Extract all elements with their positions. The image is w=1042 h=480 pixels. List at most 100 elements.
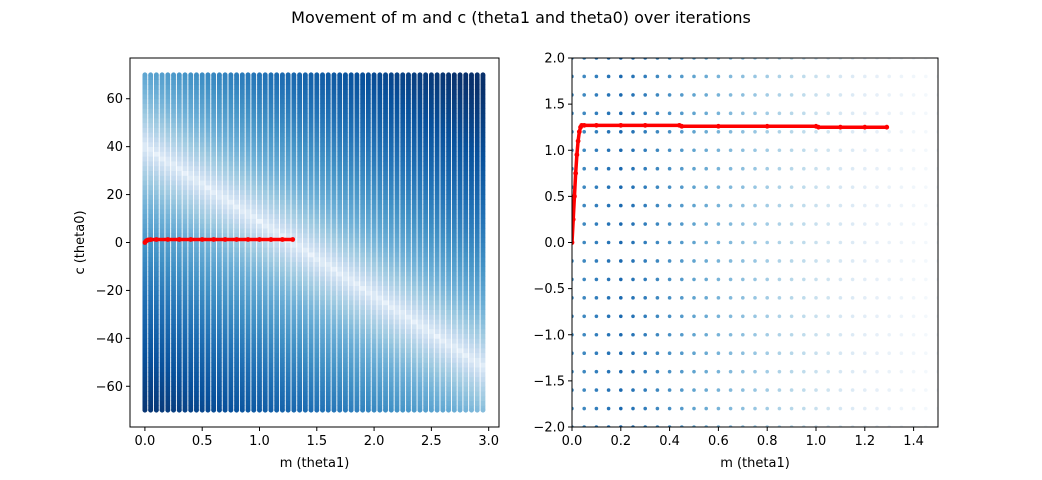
cost-cell [285,338,291,344]
cost-cap [337,72,343,78]
cost-cell [142,132,148,138]
cost-cell [474,357,480,363]
cost-cell [371,295,377,301]
cost-cell [165,362,171,368]
cost-cell [211,252,217,258]
cost-cell [348,381,354,387]
cost-cap [480,72,486,78]
cost-cell [365,285,371,291]
cost-cell [428,117,434,124]
cost-cap [343,72,348,78]
cost-cell [194,386,199,392]
cost-cell [388,180,394,186]
cost-cell [400,103,406,109]
cost-cell [331,285,337,291]
cost-cell [222,122,228,128]
cost-cell [234,357,239,363]
cost-cell [165,352,171,358]
cost-cell [176,89,182,95]
cost-cell [371,276,377,282]
cost-cell [480,242,486,248]
cost-cell [377,252,383,258]
cost-cell [423,141,429,148]
cost-cell [383,184,388,191]
cost-cell [474,156,480,162]
cost-cell [274,74,280,80]
cost-cell [457,89,463,95]
cost-cell [205,285,211,291]
cost-cell [211,323,217,330]
cost-cell [245,371,251,378]
cost-cell [176,261,182,267]
cost-cell [205,314,211,320]
cost-cell [257,103,262,109]
cost-cell [239,381,245,387]
cost-cell [423,304,429,310]
cost-cell [148,381,154,387]
cost-cell [331,146,337,152]
cost-cell [268,276,274,282]
cost-cell [148,141,154,148]
cost-cell [159,314,165,320]
cost-dot [887,203,891,208]
cost-cell [394,386,400,392]
cost-cell [228,141,234,148]
cost-cell [417,276,423,282]
cost-dot [741,203,745,208]
cost-cell [394,89,400,95]
cost-cell [222,208,228,215]
cost-cell [280,175,285,181]
cost-cell [337,381,343,387]
cost-cell [194,371,199,378]
cost-cell [371,371,377,378]
cost-cell [194,151,199,157]
cost-cell [320,79,325,85]
cost-dot [619,203,623,208]
cost-cell [211,122,217,128]
cost-cell [417,122,423,128]
cost-cell [159,266,165,272]
cost-cell [314,74,320,80]
cost-cell [417,108,423,114]
cost-cell [159,79,165,85]
cost-cell [188,113,194,119]
cost-cell [417,156,423,162]
cost-dot [814,222,818,226]
cost-cell [354,165,360,172]
cost-cell [451,223,457,229]
cost-cell [291,290,297,296]
cost-cell [280,194,285,200]
cost-cell [182,170,188,176]
cost-cell [257,141,262,148]
cost-dot [838,93,843,97]
cost-cell [440,151,446,157]
cost-cell [199,290,205,296]
cost-cell [239,376,245,382]
cost-dot [716,111,721,116]
cost-cell [176,347,182,354]
cost-dot [777,369,782,374]
cost-dot [789,111,794,116]
cost-dot [911,185,916,189]
cost-cell [354,242,360,248]
cost-cell [188,146,194,152]
cost-cell [159,146,165,152]
cost-cell [406,184,411,191]
cost-cell [165,93,171,100]
cost-cell [440,395,446,402]
cost-cell [159,319,165,325]
cost-cell [371,184,377,191]
cost-cell [360,117,366,124]
cost-cell [325,261,331,267]
cost-cell [245,194,251,200]
cost-cap [165,72,171,78]
cost-cell [239,213,245,219]
cost-cell [302,228,308,234]
cost-cell [320,381,325,387]
cost-cell [446,132,451,138]
cost-cell [457,266,463,272]
cost-cell [274,146,280,152]
cost-cell [388,237,394,243]
cost-cell [228,132,234,138]
cost-dot [667,332,672,337]
